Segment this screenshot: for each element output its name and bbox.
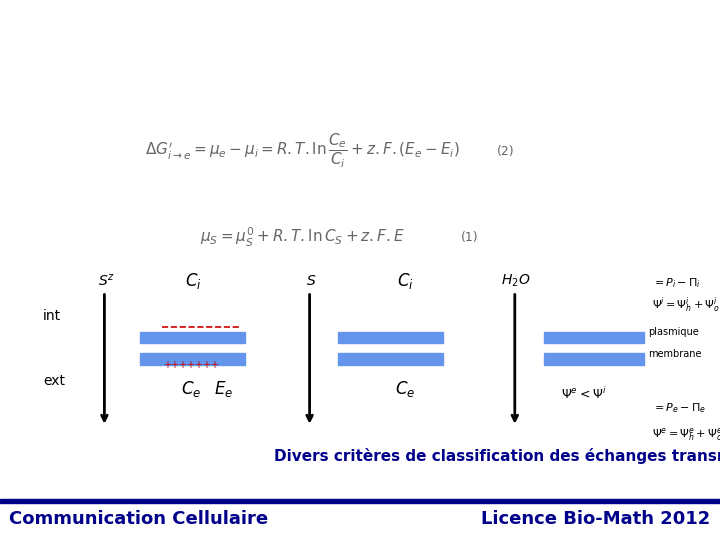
Text: $S^z$: $S^z$ <box>98 273 115 289</box>
Text: Communication Cellulaire: Communication Cellulaire <box>9 510 269 529</box>
Text: $C_e$: $C_e$ <box>395 379 415 399</box>
Text: membrane: membrane <box>648 349 701 359</box>
Text: $H_2O$: $H_2O$ <box>501 273 530 289</box>
Text: $C_i$: $C_i$ <box>184 271 202 291</box>
Text: plasmique: plasmique <box>648 327 698 337</box>
Text: +++++++: +++++++ <box>163 360 219 369</box>
Text: (2): (2) <box>497 145 514 158</box>
Bar <box>544 332 644 343</box>
Text: $\mu_S = \mu_S^0 + R.T.\ln C_S + z.F.E$: $\mu_S = \mu_S^0 + R.T.\ln C_S + z.F.E$ <box>200 226 405 249</box>
Text: $\Psi^e < \Psi^i$: $\Psi^e < \Psi^i$ <box>560 386 606 402</box>
Text: $C_i$: $C_i$ <box>397 271 414 291</box>
Bar <box>338 332 443 343</box>
Text: Licence Bio-Math 2012: Licence Bio-Math 2012 <box>482 510 711 529</box>
Text: $C_e$: $C_e$ <box>181 379 201 399</box>
Text: $\Delta G^{\prime}_{i \rightarrow e} = \mu_e - \mu_i = R.T.\ln\dfrac{C_e}{C_i} +: $\Delta G^{\prime}_{i \rightarrow e} = \… <box>145 132 460 170</box>
Text: int: int <box>43 309 61 323</box>
Text: $=P_i-\Pi_i$: $=P_i-\Pi_i$ <box>652 276 701 291</box>
Text: Divers critères de classification des échanges transmembranaires: Divers critères de classification des éc… <box>274 448 720 464</box>
Text: $\Psi^e= \Psi^e_h+ \Psi^e_o$: $\Psi^e= \Psi^e_h+ \Psi^e_o$ <box>652 426 720 443</box>
Text: $E_e$: $E_e$ <box>214 379 233 399</box>
Bar <box>140 353 245 365</box>
Bar <box>140 332 245 343</box>
Text: ext: ext <box>43 374 66 388</box>
Text: $S$: $S$ <box>306 274 316 288</box>
Bar <box>0 500 720 503</box>
Text: $\Psi^i= \Psi^i_h+ \Psi^i_o$: $\Psi^i= \Psi^i_h+ \Psi^i_o$ <box>652 295 719 315</box>
Bar <box>338 353 443 365</box>
Bar <box>544 353 644 365</box>
Text: (1): (1) <box>461 231 478 244</box>
Text: $=P_e-\Pi_e$: $=P_e-\Pi_e$ <box>652 401 706 415</box>
